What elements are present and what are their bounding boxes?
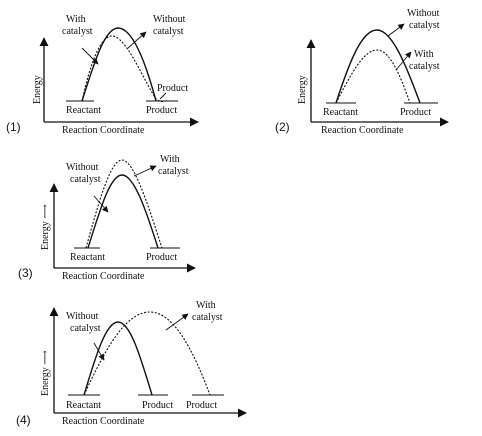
x-axis-label: Reaction Coordinate (62, 416, 145, 427)
x-axis-label: Reaction Coordinate (62, 271, 145, 282)
with-label-line: With (414, 49, 434, 60)
without-catalyst-curve (335, 29, 421, 104)
option-number: (4) (16, 413, 31, 427)
with-label-line: With (196, 300, 216, 311)
y-axis-label: Energy (297, 75, 308, 104)
panel-4: Energy ⟶ Reaction Coordinate (4) Without… (16, 300, 247, 427)
with-catalyst-label: With catalyst (192, 300, 223, 323)
y-axis-label: Energy ⟶ (40, 204, 51, 250)
with-catalyst-curve (335, 49, 411, 104)
reactant-label: Reactant (66, 105, 101, 116)
panel-2: Energy Reaction Coordinate (2) Without c… (275, 8, 449, 136)
without-label-line: Without (66, 311, 99, 322)
with-catalyst-curve (81, 35, 169, 102)
product-label-2: Product (186, 400, 217, 411)
without-label-line: Without (407, 8, 440, 19)
reactant-label: Reactant (66, 400, 101, 411)
catalyst-label-line: catalyst (62, 26, 93, 37)
without-catalyst-label: Without catalyst (66, 162, 101, 185)
product-label: Product (146, 252, 177, 263)
without-label-line: Without (153, 14, 186, 25)
with-catalyst-curve (85, 159, 163, 249)
without-catalyst-arrow (387, 23, 405, 37)
with-catalyst-label: With catalyst (158, 154, 189, 177)
product-pointer (159, 92, 167, 100)
with-label-line: With (160, 154, 180, 165)
product-label: Product (400, 107, 431, 118)
without-catalyst-label: Without catalyst (66, 311, 101, 334)
y-axis-label: Energy ⟶ (40, 350, 51, 396)
with-catalyst-label: With catalyst (409, 49, 440, 72)
without-catalyst-curve (83, 321, 153, 396)
with-catalyst-curve (83, 311, 211, 396)
x-axis-label: Reaction Coordinate (62, 125, 145, 136)
x-axis-label: Reaction Coordinate (321, 125, 404, 136)
without-catalyst-curve (81, 27, 157, 102)
panel-1: Energy Reaction Coordinate (1) With cata… (6, 14, 199, 136)
without-catalyst-arrow (127, 31, 147, 49)
with-catalyst-arrow (395, 51, 412, 71)
with-catalyst-arrow (165, 313, 189, 331)
catalyst-label-line: catalyst (409, 61, 440, 72)
panel-3: Energy ⟶ Reaction Coordinate (3) Without… (18, 154, 196, 282)
without-label-line: Without (66, 162, 99, 173)
without-catalyst-arrow (93, 342, 105, 361)
catalyst-label-line: catalyst (158, 166, 189, 177)
reactant-label: Reactant (70, 252, 105, 263)
option-number: (1) (6, 120, 21, 134)
product-label: Product (142, 400, 173, 411)
with-catalyst-arrow (133, 165, 157, 177)
y-axis-label: Energy (32, 75, 43, 104)
option-number: (2) (275, 120, 290, 134)
with-catalyst-arrow (81, 47, 99, 65)
catalyst-label-line: catalyst (153, 26, 184, 37)
reactant-label: Reactant (323, 107, 358, 118)
with-label-line: With (66, 14, 86, 25)
catalyst-label-line: catalyst (409, 20, 440, 31)
without-catalyst-label: Without catalyst (153, 14, 188, 37)
product-label: Product (146, 105, 177, 116)
with-catalyst-label: With catalyst (62, 14, 93, 37)
catalyst-label-line: catalyst (192, 312, 223, 323)
product-label-upper: Product (157, 83, 188, 94)
without-catalyst-curve (87, 174, 159, 249)
catalyst-label-line: catalyst (70, 174, 101, 185)
without-catalyst-label: Without catalyst (407, 8, 442, 31)
option-number: (3) (18, 266, 33, 280)
without-catalyst-arrow (93, 195, 109, 213)
catalyst-label-line: catalyst (70, 323, 101, 334)
